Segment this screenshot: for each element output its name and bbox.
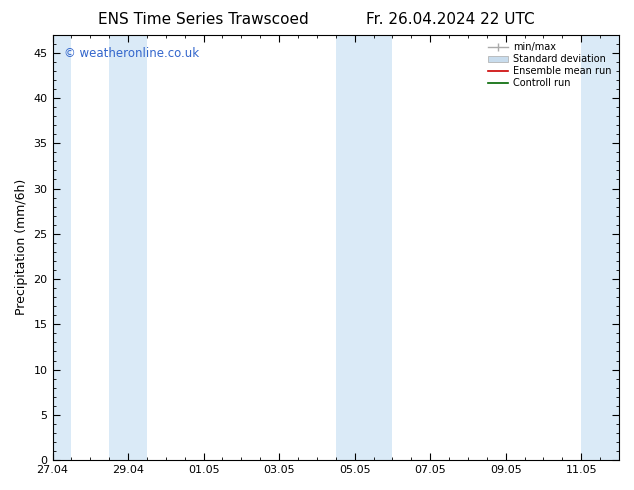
Bar (581, 35, 619, 460)
Text: © weatheronline.co.uk: © weatheronline.co.uk (64, 48, 199, 60)
Bar (109, 35, 147, 460)
Text: ENS Time Series Trawscoed: ENS Time Series Trawscoed (98, 12, 308, 27)
Y-axis label: Precipitation (mm/6h): Precipitation (mm/6h) (15, 179, 28, 316)
Text: Fr. 26.04.2024 22 UTC: Fr. 26.04.2024 22 UTC (366, 12, 534, 27)
Bar (53, 35, 72, 460)
Bar (336, 35, 392, 460)
Legend: min/max, Standard deviation, Ensemble mean run, Controll run: min/max, Standard deviation, Ensemble me… (486, 40, 614, 91)
